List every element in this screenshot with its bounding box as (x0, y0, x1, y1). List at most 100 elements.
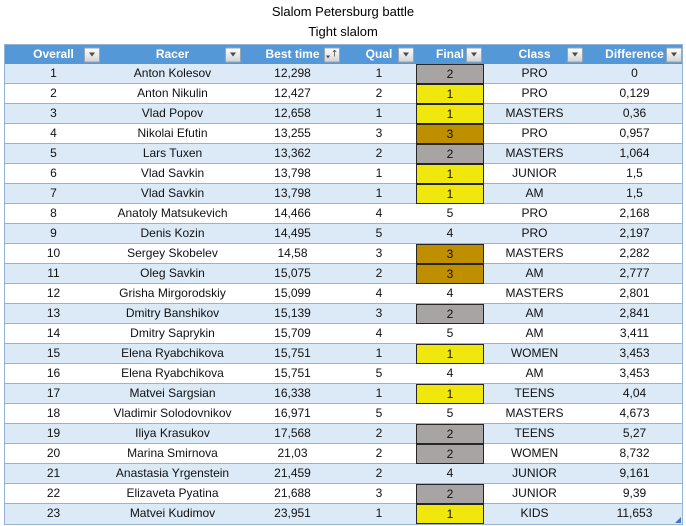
cell-overall[interactable]: 20 (46, 446, 61, 460)
cell-difference[interactable]: 0,36 (622, 106, 647, 120)
cell-best_time[interactable]: 21,688 (274, 486, 311, 500)
cell-difference[interactable]: 2,841 (619, 306, 650, 320)
cell-overall[interactable]: 8 (50, 206, 57, 220)
filter-dropdown-button[interactable] (225, 47, 241, 62)
cell-best_time[interactable]: 13,255 (274, 126, 311, 140)
cell-qual[interactable]: 1 (375, 106, 383, 120)
cell-racer[interactable]: Anton Nikulin (137, 86, 208, 100)
cell-best_time[interactable]: 15,751 (274, 366, 311, 380)
cell-overall[interactable]: 15 (46, 346, 61, 360)
cell-racer[interactable]: Dmitry Banshikov (125, 306, 220, 320)
cell-overall[interactable]: 21 (46, 466, 61, 480)
cell-racer[interactable]: Elizaveta Pyatina (126, 486, 219, 500)
cell-overall[interactable]: 4 (50, 126, 57, 140)
cell-class[interactable]: AM (525, 186, 544, 200)
cell-best_time[interactable]: 13,798 (274, 186, 311, 200)
cell-difference[interactable]: 8,732 (619, 446, 650, 460)
cell-racer[interactable]: Matvei Sargsian (129, 386, 216, 400)
cell-qual[interactable]: 4 (375, 206, 383, 220)
cell-class[interactable]: JUNIOR (512, 486, 557, 500)
cell-final[interactable]: 2 (416, 444, 484, 464)
cell-difference[interactable]: 2,777 (619, 266, 650, 280)
cell-difference[interactable]: 2,282 (619, 246, 650, 260)
cell-difference[interactable]: 4,04 (622, 386, 647, 400)
cell-class[interactable]: JUNIOR (512, 166, 557, 180)
cell-best_time[interactable]: 15,139 (274, 306, 311, 320)
cell-difference[interactable]: 1,064 (619, 146, 650, 160)
cell-qual[interactable]: 3 (375, 306, 383, 320)
cell-racer[interactable]: Anatoly Matsukevich (117, 206, 228, 220)
cell-class[interactable]: KIDS (520, 506, 549, 520)
cell-final[interactable]: 3 (416, 264, 484, 284)
cell-difference[interactable]: 1,5 (626, 186, 643, 200)
cell-best_time[interactable]: 15,709 (274, 326, 311, 340)
cell-difference[interactable]: 9,161 (619, 466, 650, 480)
cell-final[interactable]: 1 (416, 164, 484, 184)
cell-final[interactable]: 5 (446, 406, 454, 420)
cell-class[interactable]: AM (525, 266, 544, 280)
cell-qual[interactable]: 3 (375, 126, 383, 140)
cell-difference[interactable]: 3,411 (619, 326, 650, 340)
cell-best_time[interactable]: 15,751 (274, 346, 311, 360)
cell-final[interactable]: 4 (446, 366, 454, 380)
cell-final[interactable]: 2 (416, 144, 484, 164)
cell-best_time[interactable]: 16,338 (274, 386, 311, 400)
cell-class[interactable]: PRO (521, 126, 548, 140)
cell-overall[interactable]: 9 (50, 226, 57, 240)
cell-difference[interactable]: 3,453 (619, 346, 650, 360)
cell-best_time[interactable]: 12,298 (274, 66, 311, 80)
cell-racer[interactable]: Vlad Savkin (140, 166, 205, 180)
cell-qual[interactable]: 2 (375, 266, 383, 280)
cell-best_time[interactable]: 21,459 (274, 466, 311, 480)
cell-best_time[interactable]: 14,495 (274, 226, 311, 240)
cell-best_time[interactable]: 12,658 (274, 106, 311, 120)
cell-difference[interactable]: 0 (631, 66, 638, 80)
cell-final[interactable]: 2 (416, 424, 484, 444)
cell-final[interactable]: 2 (416, 64, 484, 84)
cell-qual[interactable]: 2 (375, 86, 383, 100)
cell-overall[interactable]: 13 (46, 306, 61, 320)
cell-overall[interactable]: 14 (46, 326, 61, 340)
cell-best_time[interactable]: 23,951 (274, 506, 311, 520)
cell-final[interactable]: 4 (446, 226, 454, 240)
cell-final[interactable]: 1 (416, 104, 484, 124)
cell-qual[interactable]: 1 (375, 346, 383, 360)
cell-overall[interactable]: 5 (50, 146, 57, 160)
cell-best_time[interactable]: 14,466 (274, 206, 311, 220)
cell-overall[interactable]: 16 (46, 366, 61, 380)
cell-final[interactable]: 5 (446, 206, 454, 220)
cell-qual[interactable]: 5 (375, 366, 383, 380)
cell-racer[interactable]: Vladimir Solodovnikov (113, 406, 232, 420)
cell-class[interactable]: MASTERS (505, 286, 564, 300)
cell-final[interactable]: 1 (416, 84, 484, 104)
cell-qual[interactable]: 4 (375, 286, 383, 300)
cell-best_time[interactable]: 15,075 (274, 266, 311, 280)
cell-qual[interactable]: 3 (375, 246, 383, 260)
cell-difference[interactable]: 0,957 (619, 126, 650, 140)
table-resize-handle[interactable] (675, 517, 681, 523)
cell-best_time[interactable]: 16,971 (274, 406, 311, 420)
cell-difference[interactable]: 2,197 (619, 226, 650, 240)
cell-racer[interactable]: Matvei Kudimov (129, 506, 216, 520)
cell-class[interactable]: MASTERS (505, 146, 564, 160)
cell-overall[interactable]: 17 (46, 386, 61, 400)
cell-class[interactable]: AM (525, 366, 544, 380)
cell-qual[interactable]: 2 (375, 146, 383, 160)
filter-dropdown-button[interactable] (567, 47, 583, 62)
cell-overall[interactable]: 18 (46, 406, 61, 420)
filter-sorted-ascending-button[interactable]: ↑ (324, 47, 340, 62)
cell-difference[interactable]: 11,653 (616, 506, 653, 520)
cell-racer[interactable]: Oleg Savkin (140, 266, 205, 280)
cell-racer[interactable]: Anastasia Yrgenstein (115, 466, 230, 480)
filter-dropdown-button[interactable] (466, 47, 482, 62)
cell-overall[interactable]: 22 (46, 486, 61, 500)
cell-class[interactable]: MASTERS (505, 106, 564, 120)
cell-racer[interactable]: Vlad Savkin (140, 186, 205, 200)
filter-dropdown-button[interactable] (398, 47, 414, 62)
cell-best_time[interactable]: 21,03 (277, 446, 308, 460)
cell-overall[interactable]: 10 (46, 246, 61, 260)
cell-qual[interactable]: 5 (375, 406, 383, 420)
cell-racer[interactable]: Denis Kozin (140, 226, 205, 240)
cell-overall[interactable]: 7 (50, 186, 57, 200)
cell-racer[interactable]: Anton Kolesov (133, 66, 212, 80)
